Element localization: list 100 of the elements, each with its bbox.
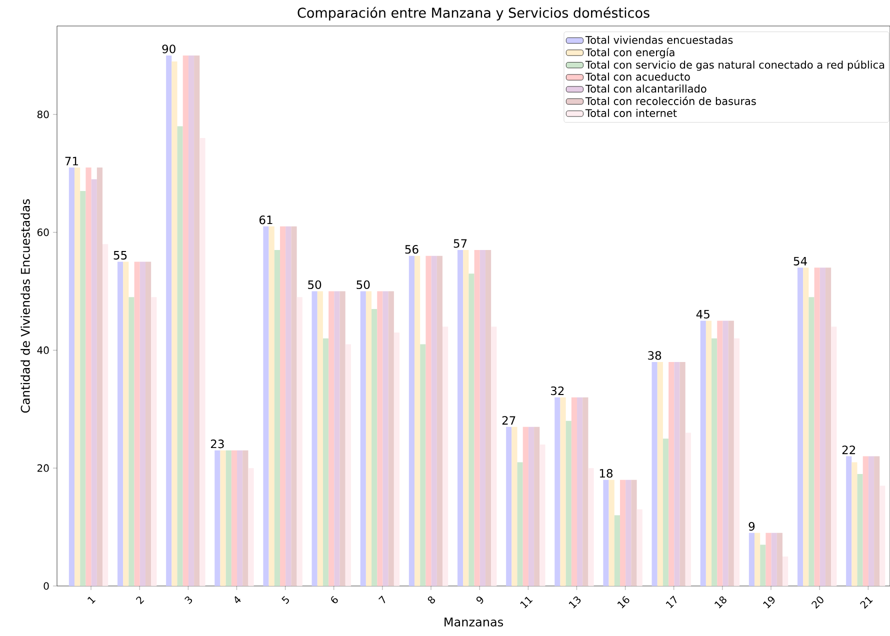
bar — [728, 320, 734, 586]
x-tick-label: 5 — [282, 596, 289, 604]
x-tick-label: 20 — [811, 596, 824, 609]
bar — [485, 250, 492, 586]
bar — [102, 244, 108, 586]
bar — [760, 544, 766, 586]
x-tick-label: 19 — [763, 596, 775, 608]
bar — [123, 262, 129, 586]
bar — [372, 308, 378, 586]
bar — [242, 450, 248, 586]
bar — [614, 515, 620, 586]
bar — [408, 256, 415, 586]
bar — [540, 444, 546, 586]
bar — [717, 320, 723, 586]
bar — [117, 262, 124, 586]
bar — [620, 480, 626, 586]
bar — [177, 126, 183, 586]
x-tick-label: 13 — [568, 596, 581, 608]
x-tick-label: 21 — [860, 596, 873, 609]
bar — [582, 397, 588, 586]
x-tick-label: 2 — [136, 596, 144, 604]
bar — [608, 480, 614, 586]
bar — [248, 468, 254, 586]
bar — [868, 456, 874, 586]
legend-label: Total viviendas encuestadas — [585, 36, 733, 44]
y-tick-label: 60 — [37, 228, 49, 236]
bar — [566, 420, 572, 586]
bar — [722, 320, 728, 586]
bar — [263, 226, 269, 586]
bar — [226, 450, 232, 586]
x-tick-label: 18 — [714, 596, 726, 608]
legend-label: Total con alcantarillado — [585, 84, 706, 93]
y-tick-label: 40 — [37, 346, 49, 354]
legend-label: Total con acueducto — [585, 72, 690, 81]
bar — [512, 426, 518, 586]
bar — [360, 291, 366, 586]
bar — [803, 268, 809, 586]
bar — [674, 362, 680, 586]
data-label: 38 — [648, 351, 662, 360]
bar — [706, 320, 712, 586]
bar — [377, 291, 383, 586]
data-label: 27 — [502, 416, 516, 425]
bar — [394, 332, 400, 586]
bar — [366, 291, 372, 586]
bar — [291, 226, 297, 586]
bar — [151, 297, 157, 586]
data-label: 61 — [259, 216, 272, 224]
bar — [680, 362, 686, 586]
bar — [414, 256, 420, 586]
bar — [274, 250, 280, 586]
bar — [814, 268, 820, 586]
legend-label: Total con internet — [585, 108, 677, 118]
bar — [766, 532, 772, 586]
bar — [91, 179, 97, 586]
bar — [474, 250, 480, 586]
bar — [506, 426, 512, 586]
bar — [96, 167, 103, 586]
y-tick-label: 80 — [37, 110, 49, 118]
bar — [668, 362, 674, 586]
bar — [652, 362, 658, 586]
data-label: 71 — [65, 156, 78, 166]
bar — [322, 338, 329, 586]
data-label: 90 — [162, 44, 176, 54]
bar — [420, 344, 426, 586]
x-axis-title: Manzanas — [444, 618, 504, 626]
bar — [431, 256, 437, 586]
bar — [874, 456, 880, 586]
data-label: 9 — [748, 522, 755, 531]
chart-title: Comparación entre Manzana y Servicios domésticos — [298, 6, 650, 20]
bar — [626, 480, 632, 586]
bar — [662, 438, 669, 586]
bar — [128, 297, 134, 586]
bar — [442, 326, 448, 586]
bar — [172, 61, 178, 586]
bar — [457, 250, 464, 586]
data-label: 55 — [114, 251, 127, 260]
bar — [748, 532, 755, 586]
bar — [862, 456, 868, 586]
bar — [145, 262, 152, 586]
bar — [554, 397, 560, 586]
bar — [296, 297, 302, 586]
bar — [857, 474, 863, 586]
data-label: 22 — [842, 446, 856, 454]
bar — [340, 291, 346, 586]
bar — [286, 226, 292, 586]
bar — [312, 291, 318, 586]
bar — [846, 456, 852, 586]
x-tick-label: 7 — [378, 596, 386, 604]
data-label: 50 — [356, 280, 370, 290]
data-label: 32 — [550, 386, 564, 396]
bar — [528, 426, 534, 586]
bar — [852, 462, 858, 586]
bar — [797, 268, 804, 586]
bar — [182, 55, 188, 586]
bar — [588, 468, 594, 586]
bar — [388, 291, 394, 586]
bar — [140, 262, 146, 586]
bar — [463, 250, 469, 586]
bar — [214, 450, 220, 586]
x-tick-label: 4 — [234, 596, 241, 604]
